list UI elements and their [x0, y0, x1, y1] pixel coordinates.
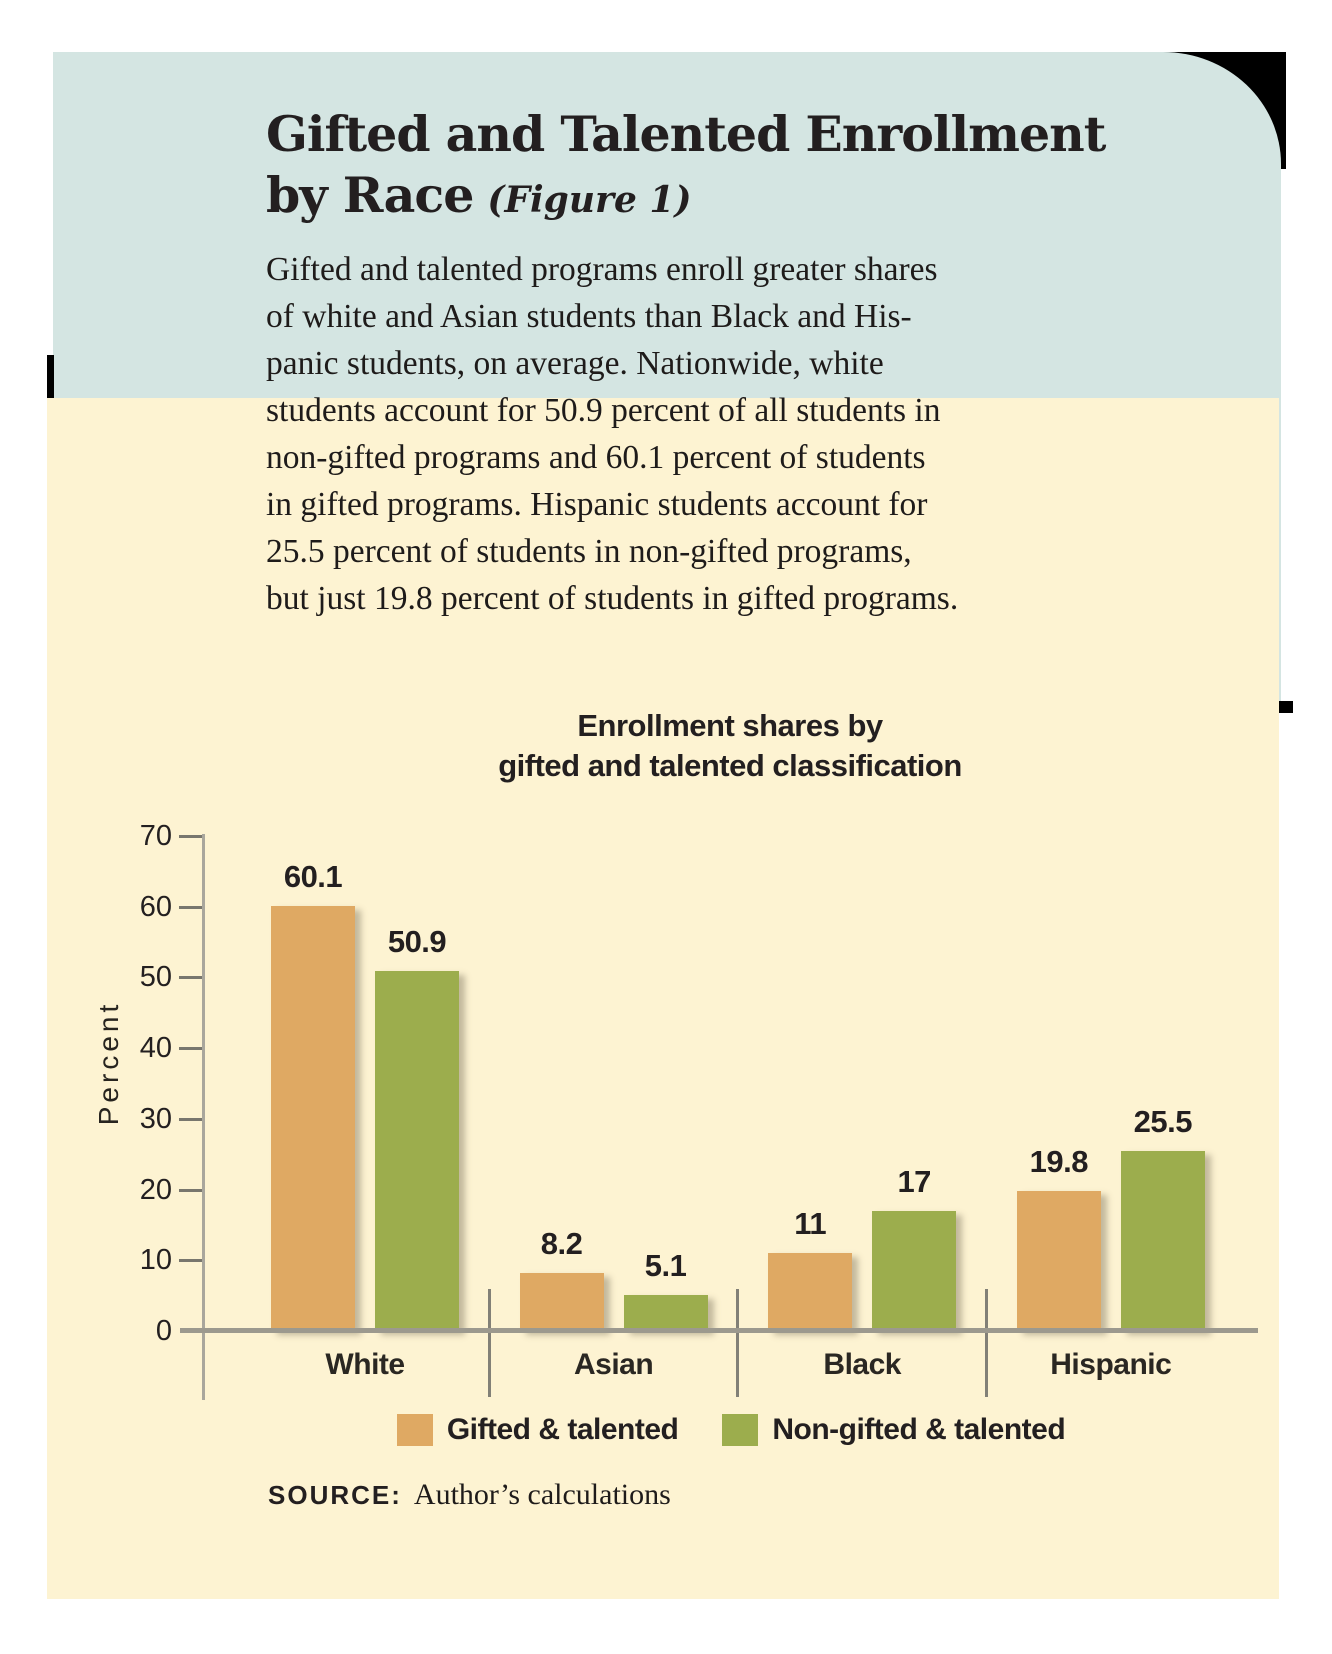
bar-white-nongifted: [375, 971, 459, 1331]
source-note: SOURCE: Author’s calculations: [268, 1478, 671, 1512]
bar-value-label: 25.5: [1133, 1103, 1193, 1139]
source-text: Author’s calculations: [413, 1478, 671, 1511]
bar-value-label: 11: [794, 1206, 827, 1242]
y-tick-label: 70: [139, 820, 172, 853]
source-label: SOURCE:: [268, 1480, 402, 1510]
legend-item: Non-gifted & talented: [722, 1413, 1066, 1446]
chart-title: Enrollment shares by gifted and talented…: [498, 708, 962, 783]
bar-white-gifted: [271, 906, 355, 1331]
category-label-asian: Asian: [573, 1348, 654, 1381]
figure-title: Gifted and Talented Enrollment by Race (F…: [266, 104, 1226, 231]
bar-value-label: 17: [897, 1163, 931, 1199]
y-tick-label: 50: [139, 961, 172, 994]
y-axis-line: [202, 834, 205, 1400]
legend-swatch: [722, 1414, 759, 1446]
y-tick-mark: [179, 905, 202, 909]
y-tick-mark: [179, 1117, 202, 1121]
bar-black-nongifted: [872, 1210, 957, 1331]
left-edge-tab: [47, 355, 54, 398]
right-edge-tab: [1279, 701, 1293, 713]
bar-value-label: 50.9: [387, 924, 447, 960]
category-separator: [487, 1289, 491, 1397]
category-label-white: White: [325, 1348, 405, 1381]
x-axis-baseline: [180, 1328, 1258, 1333]
bar-value-label: 8.2: [540, 1226, 583, 1262]
bar-asian-gifted: [519, 1273, 604, 1331]
chart-panel: [47, 398, 1279, 1599]
figure-description: Gifted and talented programs enroll grea…: [266, 251, 959, 617]
y-tick-label: 20: [139, 1173, 172, 1206]
y-tick-label: 0: [155, 1315, 172, 1347]
figure-title-line1: Gifted and Talented Enrollment: [266, 105, 1106, 163]
category-label-black: Black: [823, 1348, 901, 1381]
bar-value-label: 60.1: [283, 859, 343, 895]
bar-value-label: 19.8: [1029, 1143, 1089, 1179]
y-tick-mark: [179, 835, 202, 839]
bar-hispanic-gifted: [1016, 1190, 1101, 1331]
y-tick-label: 40: [139, 1032, 172, 1065]
category-label-hispanic: Hispanic: [1050, 1348, 1172, 1381]
bar-hispanic-nongifted: [1120, 1150, 1205, 1331]
y-tick-mark: [179, 1047, 202, 1051]
legend-label: Gifted & talented: [446, 1413, 679, 1446]
chart-legend: Gifted & talented Non-gifted & talented: [203, 1408, 1259, 1452]
category-separator: [736, 1289, 740, 1397]
figure-title-line2: by Race: [266, 166, 474, 224]
figure-number-note: (Figure 1): [487, 179, 692, 221]
y-tick-mark: [179, 976, 202, 980]
legend-swatch: [396, 1414, 433, 1446]
y-tick-label: 10: [139, 1244, 172, 1277]
y-tick-mark: [179, 1259, 202, 1263]
legend-label: Non-gifted & talented: [772, 1413, 1066, 1446]
bar-asian-nongifted: [623, 1294, 708, 1331]
legend-item: Gifted & talented: [396, 1413, 679, 1446]
bar-black-gifted: [768, 1253, 853, 1331]
category-separator: [985, 1289, 988, 1397]
y-tick-mark: [179, 1188, 202, 1192]
bar-value-label: 5.1: [644, 1247, 687, 1283]
y-tick-label: 30: [139, 1102, 172, 1135]
y-tick-label: 60: [139, 890, 172, 923]
